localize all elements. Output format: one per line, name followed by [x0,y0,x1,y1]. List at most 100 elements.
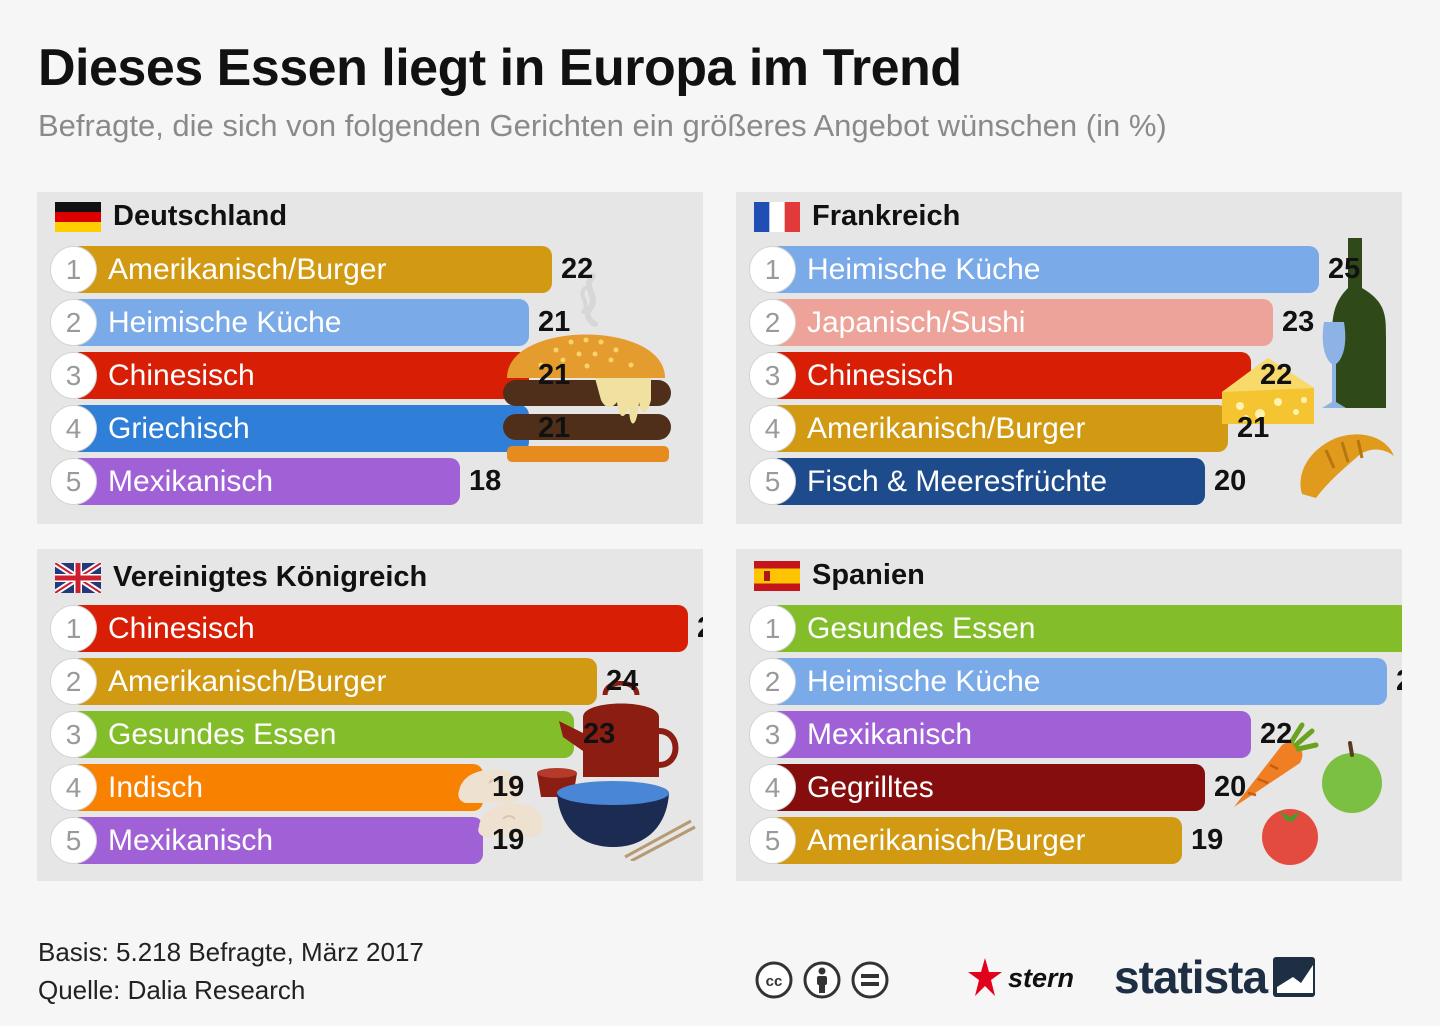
panel-title: Vereinigtes Königreich [113,561,428,593]
bar-value: 21 [538,306,571,338]
bar-value: 28 [697,605,703,652]
bar-value: 19 [492,824,525,856]
vegetables-icon [1234,722,1382,865]
rank-badge: 2 [50,299,97,346]
panel-title: Deutschland [113,200,288,232]
bar-label: Heimische Küche [807,253,1041,286]
bar [777,711,1251,758]
panel-header: Deutschland [55,200,287,233]
footer-basis: Basis: 5.218 Befragte, März 2017 [38,937,424,967]
teapot-bowl-icon [458,681,696,861]
rank-badge: 1 [749,605,796,652]
bar [777,658,1387,705]
bar-value: 23 [583,718,616,750]
bar [78,764,483,811]
svg-text:cc: cc [766,973,783,990]
bar-label: Chinesisch [807,359,954,392]
bar-value: 20 [1214,465,1247,497]
rank-badge: 5 [749,458,796,505]
panel-header: Spanien [754,559,925,592]
attribution-icon[interactable] [802,960,842,1000]
cc-icon[interactable]: cc [754,960,794,1000]
bar-value: 19 [492,771,525,803]
bar [777,352,1251,399]
statista-logo[interactable]: statista [1114,950,1316,1004]
rank-badge: 2 [50,658,97,705]
bar [78,458,460,505]
rank-badge: 3 [50,711,97,758]
bar [78,711,574,758]
bar-label: Mexikanisch [108,465,274,498]
bar-value: 28 [1396,658,1402,705]
rank-badge: 4 [50,764,97,811]
rank-badge: 1 [749,246,796,293]
bar-value: 22 [1260,359,1293,391]
bar [78,246,552,293]
panel-france: Frankreich 1 Heimische Küche 25 2 Japanisch/… [736,192,1402,524]
bar-label: Gegrilltes [807,771,934,804]
bar-label: Japanisch/Sushi [807,306,1026,339]
rank-badge: 4 [749,405,796,452]
rank-badge: 4 [50,405,97,452]
statista-mark-icon [1273,957,1316,997]
rank-badge: 2 [749,299,796,346]
license-icons[interactable]: cc [754,960,890,1000]
page-title: Dieses Essen liegt in Europa im Trend [38,39,962,97]
bar-label: Mexikanisch [807,718,973,751]
bar [78,405,529,452]
bar [777,458,1205,505]
bar [777,764,1205,811]
stern-wordmark: stern [1008,962,1075,993]
rank-badge: 2 [749,658,796,705]
rank-badge: 3 [749,352,796,399]
bar-value: 19 [1191,824,1224,856]
bar-value: 18 [469,465,502,497]
bar-label: Mexikanisch [108,824,274,857]
bar [777,246,1319,293]
footer-source: Quelle: Dalia Research [38,975,306,1005]
bar-label: Fisch & Meeresfrüchte [807,465,1108,498]
bar-label: Amerikanisch/Burger [108,665,387,698]
panel-title: Frankreich [812,200,961,232]
bar [78,817,483,864]
bar [777,817,1182,864]
bar [78,658,597,705]
bar [78,299,529,346]
flag-spain-icon [754,560,800,591]
panel-spain: Spanien 1 Gesundes Essen 3 4 2 Heimische Küch… [736,549,1402,881]
rank-badge: 5 [50,458,97,505]
stern-logo[interactable]: stern [968,958,1074,998]
bar-value: 22 [561,253,594,285]
panel-united-kingdom: Vereinigtes Königreich 1 Chinesisch 28 2 Ame… [37,549,703,881]
panel-header: Frankreich [754,200,960,233]
panel-header: Vereinigtes Königreich [55,561,427,594]
bar [777,405,1228,452]
burger-icon [503,273,671,462]
bar [777,299,1273,346]
bar [78,605,688,652]
bar-label: Heimische Küche [807,665,1041,698]
rank-badge: 3 [749,711,796,758]
stern-star-icon [968,958,1002,996]
flag-uk-icon [55,562,101,593]
no-derivatives-icon[interactable] [850,960,890,1000]
bar-label: Griechisch [108,412,250,445]
bar-label: Amerikanisch/Burger [108,253,387,286]
bar-value: 24 [606,665,639,697]
rank-badge: 5 [50,817,97,864]
wine-cheese-icon [1222,238,1394,498]
bar-value: 20 [1214,771,1247,803]
bar-value: 23 [1282,306,1315,338]
rank-badge: 1 [50,246,97,293]
panel-germany: Deutschland 1 Amerikanisch/Burger 22 2 Heimi… [37,192,703,524]
rank-badge: 1 [50,605,97,652]
rank-badge: 3 [50,352,97,399]
statista-wordmark: statista [1114,951,1268,1003]
bar-label: Amerikanisch/Burger [807,412,1086,445]
rank-badge: 4 [749,764,796,811]
bar [78,352,529,399]
bar-label: Chinesisch [108,612,255,645]
bar-value: 21 [538,359,571,391]
bar-label: Amerikanisch/Burger [807,824,1086,857]
bar-value: 21 [1237,412,1270,444]
